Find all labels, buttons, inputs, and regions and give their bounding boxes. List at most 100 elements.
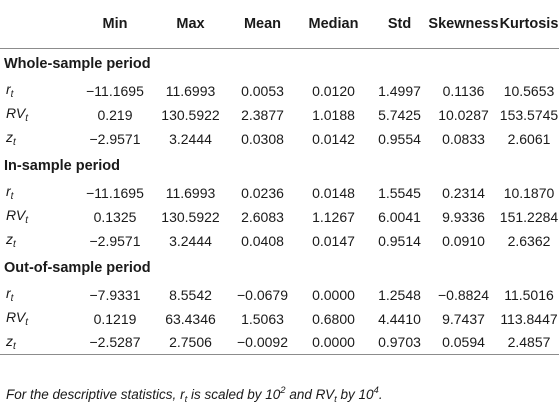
descriptive-statistics-table: Min Max Mean Median Std Skewness Kurtosi… (0, 0, 559, 355)
median-cell: 0.0000 (312, 286, 355, 303)
header-kurtosis: Kurtosis (499, 0, 559, 49)
skewness-cell: 0.0910 (442, 232, 485, 249)
table-footnote: For the descriptive statistics, rt is sc… (6, 385, 383, 405)
std-cell: 0.9554 (378, 130, 421, 147)
median-cell: 0.0147 (312, 232, 355, 249)
std-cell: 1.2548 (378, 286, 421, 303)
max-cell: 130.5922 (161, 106, 220, 123)
skewness-cell: 10.0287 (438, 106, 489, 123)
std-cell: 0.9703 (371, 330, 428, 355)
table-row: RVt 0.1325 130.5922 2.6083 1.1267 6.0041 9.933… (0, 205, 559, 229)
median-cell: 1.0188 (312, 106, 355, 123)
max-cell: 8.5542 (169, 286, 212, 303)
header-std: Std (371, 0, 428, 49)
min-cell: −7.9331 (89, 286, 141, 303)
variable-label: rt (0, 79, 78, 103)
kurtosis-cell: 11.5016 (504, 286, 554, 303)
variable-symbol: RV (6, 207, 26, 223)
mean-cell: 0.0308 (241, 130, 284, 147)
max-cell: 3.2444 (169, 130, 212, 147)
section-title: In-sample period (4, 157, 121, 174)
variable-label: zt (0, 127, 78, 151)
min-cell: 0.219 (97, 106, 133, 123)
median-cell: 1.1267 (312, 208, 355, 225)
kurtosis-cell: 153.5745 (499, 106, 559, 123)
variable-subscript: t (13, 137, 16, 148)
variable-label: zt (0, 229, 78, 253)
header-row: Min Max Mean Median Std Skewness Kurtosi… (0, 0, 559, 49)
median-cell: 0.0148 (312, 184, 355, 201)
mean-cell: 2.6083 (241, 208, 284, 225)
section-title: Out-of-sample period (4, 259, 151, 276)
header-mean: Mean (229, 0, 296, 49)
note-exponent-2: 4 (373, 385, 379, 396)
skewness-cell: 0.1136 (442, 82, 485, 99)
kurtosis-cell: 2.4857 (499, 330, 559, 355)
max-cell: 3.2444 (169, 232, 212, 249)
table-row: zt −2.5287 2.7506 −0.0092 0.0000 0.9703 0.0594… (0, 330, 559, 355)
variable-label: rt (0, 283, 78, 307)
median-cell: 0.0120 (312, 82, 355, 99)
variable-subscript: t (10, 191, 14, 202)
std-cell: 1.5545 (378, 184, 421, 201)
variable-label: RVt (0, 307, 78, 331)
kurtosis-cell: 2.6362 (507, 232, 551, 249)
variable-symbol: z (6, 231, 13, 247)
header-max: Max (152, 0, 229, 49)
section-title: Whole-sample period (4, 55, 151, 72)
variable-symbol: r (6, 81, 11, 97)
skewness-cell: −0.8824 (438, 286, 489, 303)
skewness-cell: 0.2314 (442, 184, 485, 201)
variable-symbol: z (6, 129, 13, 145)
variable-symbol: r (6, 285, 11, 301)
variable-label: zt (0, 330, 78, 355)
kurtosis-cell: 151.2284 (499, 208, 559, 225)
min-cell: −11.1695 (86, 82, 144, 99)
variable-label: RVt (0, 103, 78, 127)
table-row: zt −2.9571 3.2444 0.0408 0.0147 0.9514 0.0910 2… (0, 229, 559, 253)
mean-cell: 1.5063 (241, 310, 284, 327)
table-body: Whole-sample period rt −11.1695 11.6993 0.00… (0, 48, 559, 355)
variable-subscript: t (25, 215, 28, 226)
skewness-cell: 0.0833 (442, 130, 485, 147)
table-row: RVt 0.1219 63.4346 1.5063 0.6800 4.4410 9.7437… (0, 307, 559, 331)
min-cell: −2.5287 (78, 330, 152, 355)
variable-subscript: t (25, 317, 28, 328)
variable-subscript: t (13, 340, 16, 352)
min-cell: −2.9571 (89, 232, 141, 249)
note-rv-subscript: t (334, 394, 337, 405)
std-cell: 1.4997 (378, 82, 421, 99)
std-cell: 5.7425 (378, 106, 421, 123)
mean-cell: 0.0236 (241, 184, 284, 201)
header-min: Min (78, 0, 152, 49)
kurtosis-cell: 10.5653 (503, 82, 555, 99)
kurtosis-cell: 10.1870 (503, 184, 555, 201)
min-cell: −11.1695 (86, 184, 144, 201)
min-cell: 0.1219 (93, 310, 137, 327)
note-text-1: For the descriptive statistics, (6, 387, 181, 402)
max-cell: 63.4346 (165, 310, 216, 327)
section-header-row: Out-of-sample period (0, 253, 559, 283)
mean-cell: 2.3877 (241, 106, 284, 123)
variable-label: rt (0, 181, 78, 205)
min-cell: 0.1325 (93, 208, 137, 225)
table-row: rt −11.1695 11.6993 0.0236 0.0148 1.5545 0.231… (0, 181, 559, 205)
variable-symbol: RV (6, 105, 26, 121)
section-header-row: Whole-sample period (0, 48, 559, 79)
max-cell: 2.7506 (152, 330, 229, 355)
median-cell: 0.0142 (312, 130, 355, 147)
note-text-2: is scaled by 10 (187, 387, 281, 402)
mean-cell: −0.0679 (237, 286, 288, 303)
variable-symbol: r (6, 183, 11, 199)
variable-subscript: t (10, 293, 14, 304)
min-cell: −2.9571 (89, 130, 141, 147)
header-median: Median (296, 0, 371, 49)
mean-cell: 0.0408 (241, 232, 284, 249)
variable-subscript: t (10, 89, 14, 100)
section-header-row: In-sample period (0, 151, 559, 181)
std-cell: 4.4410 (378, 310, 421, 327)
kurtosis-cell: 2.6061 (507, 130, 551, 147)
std-cell: 6.0041 (378, 208, 421, 225)
table-row: RVt 0.219 130.5922 2.3877 1.0188 5.7425 10.028… (0, 103, 559, 127)
